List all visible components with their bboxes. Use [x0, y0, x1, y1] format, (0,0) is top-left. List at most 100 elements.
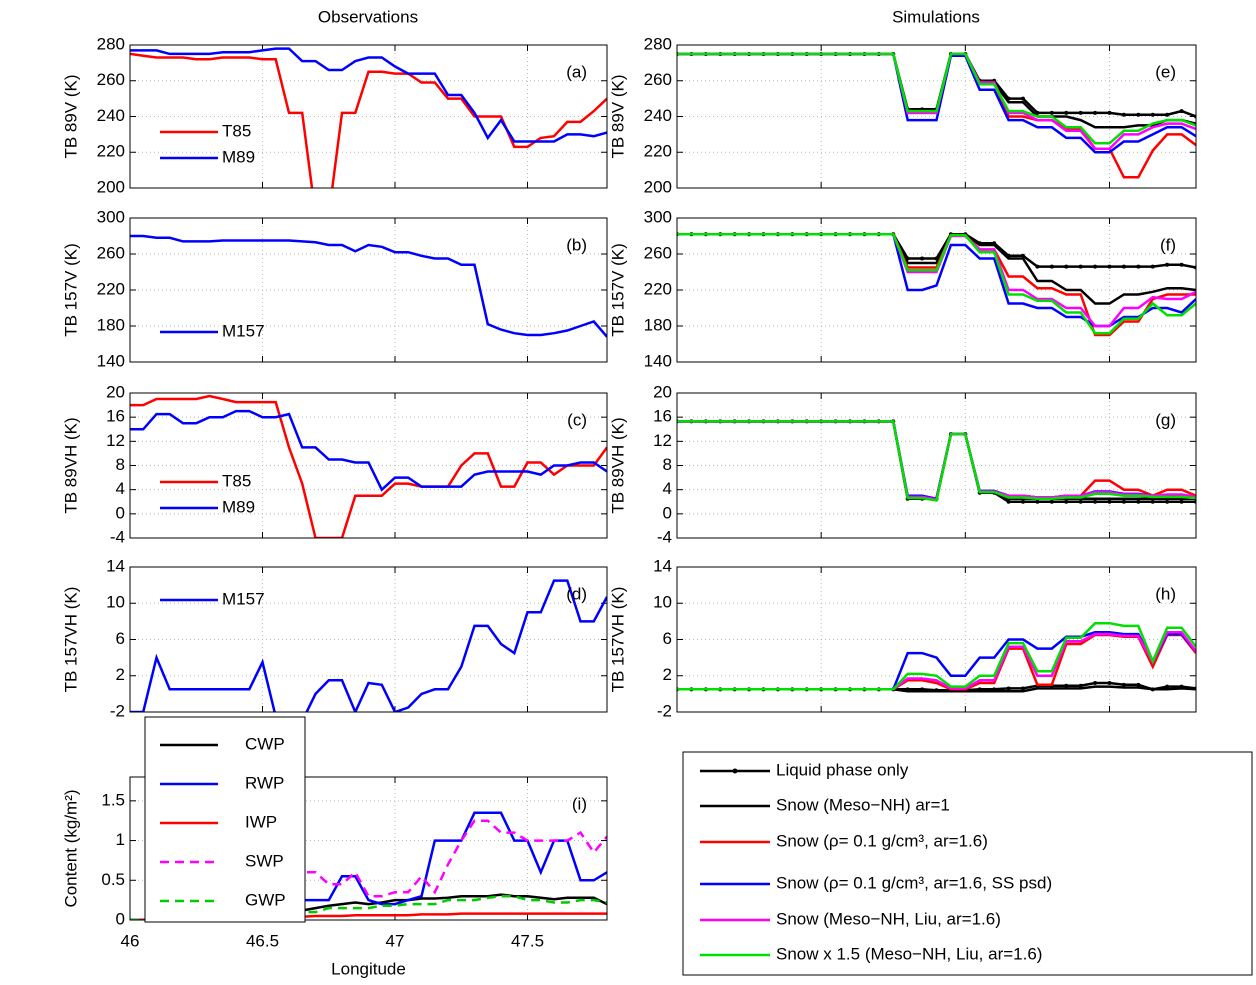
y-tick-label: 260 [97, 70, 125, 89]
data-point [1136, 682, 1141, 687]
data-point [1049, 264, 1054, 269]
panel-label: (h) [1155, 584, 1176, 603]
y-tick-label: -2 [110, 701, 125, 720]
y-tick-label: 240 [97, 106, 125, 125]
axes-frame [676, 44, 1197, 189]
legend-label: GWP [245, 890, 286, 909]
y-tick-label: 20 [106, 382, 125, 401]
data-point [1064, 110, 1069, 115]
data-point [1078, 264, 1083, 269]
data-point [1078, 499, 1083, 504]
legend-label: Snow (Meso−NH) ar=1 [776, 795, 950, 814]
legend-label: CWP [245, 734, 285, 753]
y-tick-label: 180 [97, 315, 125, 334]
plot-lines [130, 811, 607, 920]
data-point [1107, 499, 1112, 504]
data-line [130, 893, 607, 920]
y-tick-label: 2 [663, 665, 672, 684]
x-tick-label: 47.5 [511, 931, 544, 950]
legend-label: M89 [222, 147, 255, 166]
data-point [1179, 109, 1184, 114]
data-point [1150, 499, 1155, 504]
panel-label: (c) [567, 410, 587, 429]
y-axis-label: TB 157VH (K) [608, 587, 627, 693]
panel-label: (f) [1160, 235, 1176, 254]
y-tick-label: 200 [644, 177, 672, 196]
legend-label: IWP [245, 812, 277, 831]
panel-label: (b) [566, 235, 587, 254]
legend-label: Snow x 1.5 (Meso−NH, Liu, ar=1.6) [776, 944, 1042, 963]
plot-lines [677, 621, 1196, 693]
y-axis-label: TB 157VH (K) [61, 587, 80, 693]
panel-label: (a) [566, 62, 587, 81]
axes-frame [676, 392, 1197, 539]
panel-label: (d) [566, 584, 587, 603]
plot-area [130, 393, 607, 538]
y-tick-label: -4 [657, 527, 672, 546]
y-tick-label: 220 [644, 142, 672, 161]
plot-lines [130, 234, 607, 338]
y-tick-label: 240 [644, 106, 672, 125]
data-line [677, 52, 1196, 145]
y-tick-label: 0 [116, 909, 125, 928]
y-tick-label: 10 [106, 593, 125, 612]
x-tick-label: 46.5 [246, 931, 279, 950]
data-point [1107, 681, 1112, 685]
data-line [130, 52, 607, 188]
data-point [1165, 262, 1170, 267]
plot-lines [130, 394, 607, 538]
y-tick-label: 180 [644, 315, 672, 334]
data-point [1093, 110, 1098, 115]
y-tick-label: 140 [644, 351, 672, 370]
y-tick-label: 14 [106, 556, 125, 575]
data-point [1136, 499, 1141, 504]
y-tick-label: 20 [653, 382, 672, 401]
y-tick-label: 10 [653, 593, 672, 612]
data-point [1021, 686, 1025, 691]
data-point [1064, 683, 1069, 688]
y-tick-label: 12 [106, 431, 125, 450]
y-tick-label: 4 [663, 479, 672, 498]
y-tick-label: 4 [116, 479, 125, 498]
data-point [1107, 110, 1112, 115]
data-point [1093, 681, 1098, 685]
data-line [130, 409, 607, 492]
y-tick-label: 0.5 [101, 870, 125, 889]
plot-lines [130, 579, 607, 712]
data-point [1049, 499, 1054, 504]
axes-frame [676, 566, 1197, 713]
data-point [1150, 264, 1155, 269]
data-line [677, 420, 1196, 502]
plot-area [677, 393, 1196, 538]
data-point [1136, 264, 1141, 269]
data-point [1165, 112, 1170, 117]
y-axis-label: TB 89V (K) [608, 74, 627, 158]
y-tick-label: 140 [97, 351, 125, 370]
y-axis-label: TB 157V (K) [61, 243, 80, 337]
data-point [1021, 499, 1025, 504]
axes-frame [129, 776, 608, 921]
legend-label: RWP [245, 773, 284, 792]
legend-label: Snow (ρ= 0.1 g/cm³, ar=1.6, SS psd) [776, 873, 1052, 892]
y-tick-label: 16 [653, 407, 672, 426]
data-point [1006, 686, 1011, 691]
plot-area [130, 45, 607, 188]
y-tick-label: 260 [644, 70, 672, 89]
y-tick-label: 0 [116, 503, 125, 522]
data-line [677, 232, 1196, 335]
column-title: Simulations [892, 7, 980, 26]
data-point [1136, 112, 1141, 117]
axes-frame [129, 44, 608, 189]
data-point [1006, 499, 1011, 504]
y-tick-label: 12 [653, 431, 672, 450]
y-tick-label: 16 [106, 407, 125, 426]
data-line [130, 579, 607, 712]
data-point [1121, 264, 1126, 269]
y-tick-label: 300 [644, 207, 672, 226]
data-line [677, 621, 1196, 691]
data-point [1093, 264, 1098, 269]
data-point [1150, 112, 1155, 117]
y-tick-label: 280 [97, 34, 125, 53]
legend-label: T85 [222, 121, 251, 140]
